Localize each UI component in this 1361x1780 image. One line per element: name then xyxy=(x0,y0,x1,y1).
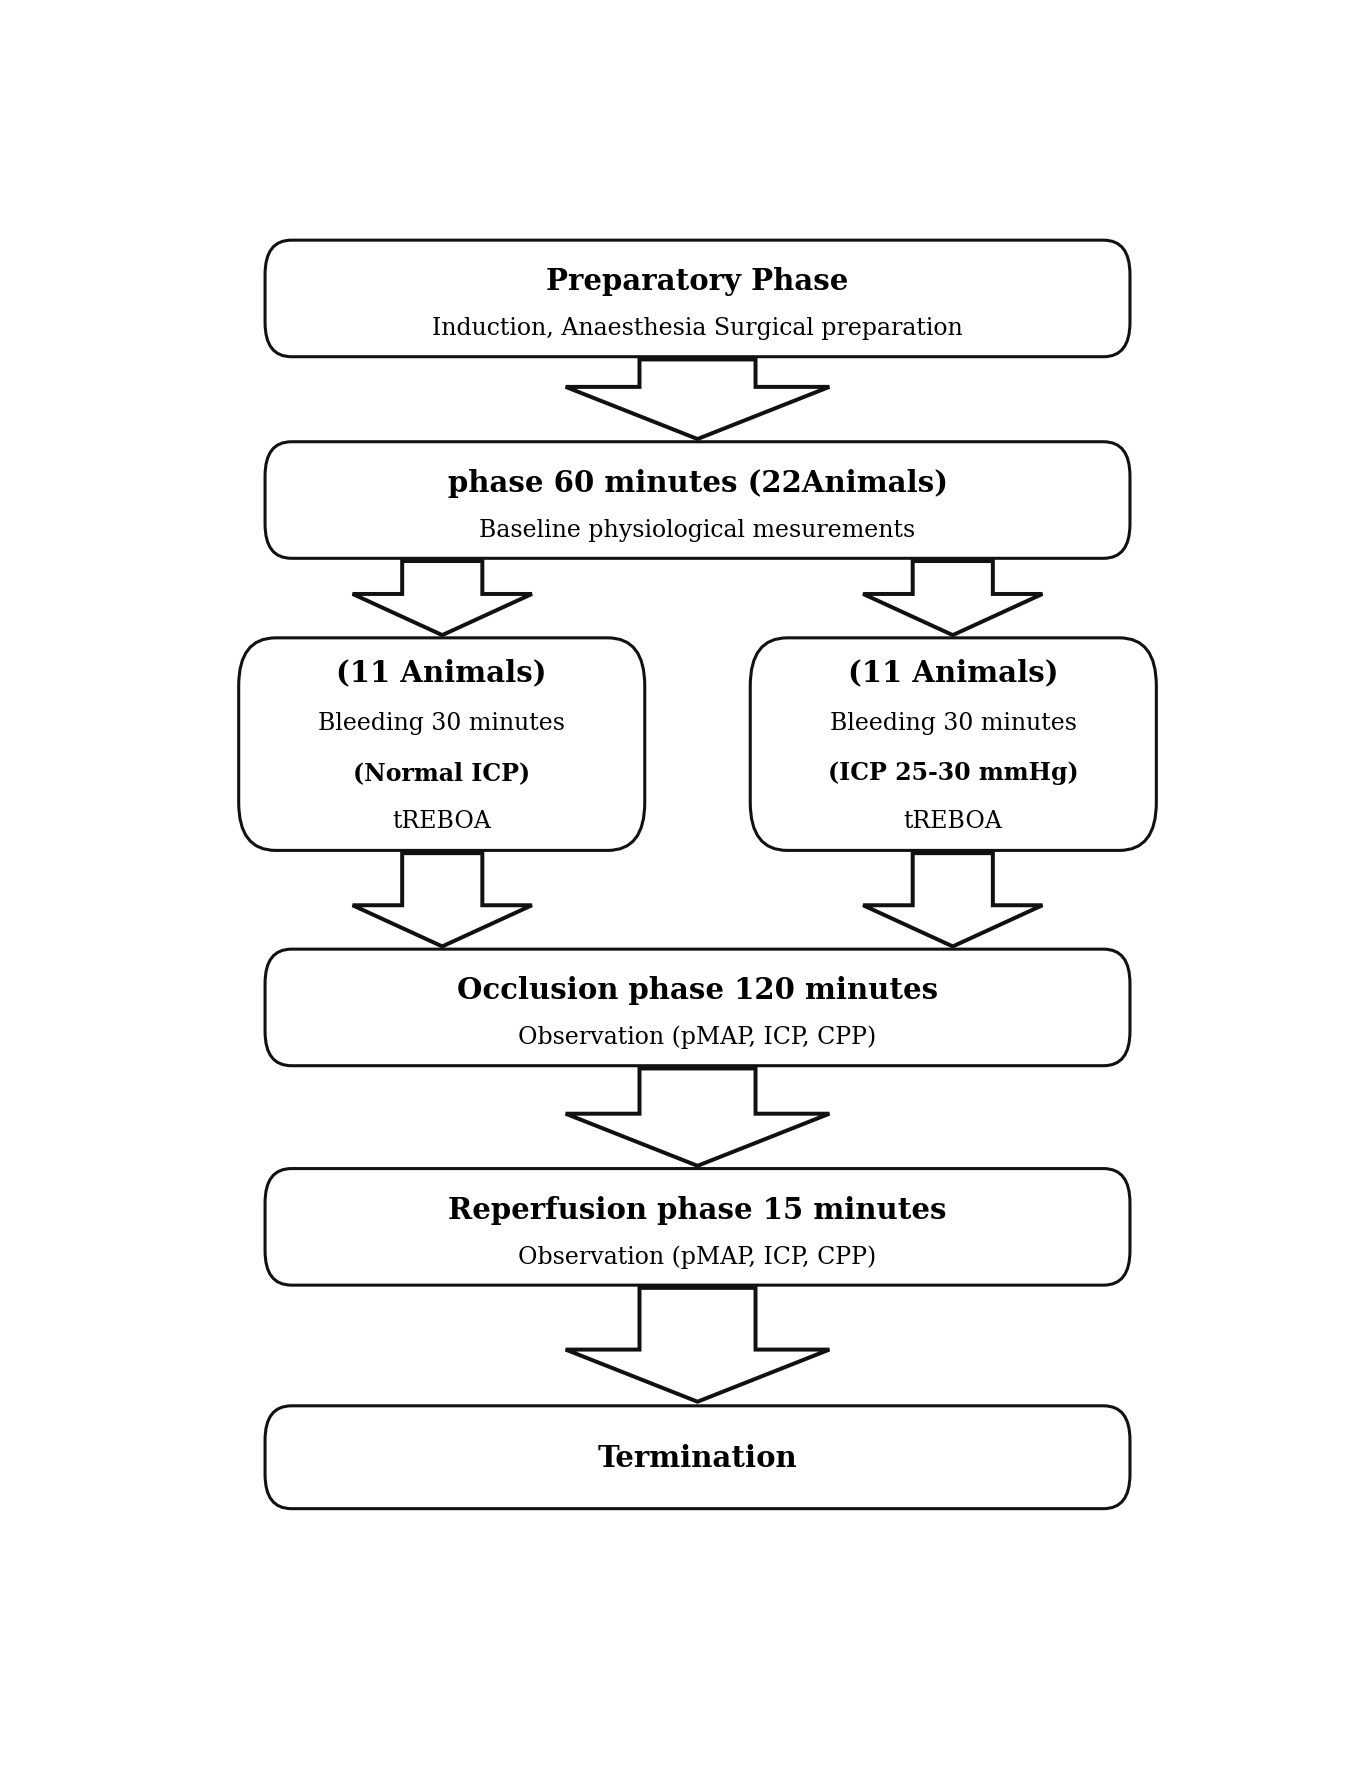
Text: Preparatory Phase: Preparatory Phase xyxy=(546,267,849,295)
Text: (ICP 25-30 mmHg): (ICP 25-30 mmHg) xyxy=(827,760,1079,785)
Text: Induction, Anaesthesia Surgical preparation: Induction, Anaesthesia Surgical preparat… xyxy=(433,317,962,340)
Text: (Normal ICP): (Normal ICP) xyxy=(352,760,531,785)
Polygon shape xyxy=(352,562,532,635)
FancyBboxPatch shape xyxy=(265,240,1130,358)
Text: tREBOA: tREBOA xyxy=(392,810,491,833)
Polygon shape xyxy=(352,854,532,947)
Text: Reperfusion phase 15 minutes: Reperfusion phase 15 minutes xyxy=(448,1194,947,1225)
Text: tREBOA: tREBOA xyxy=(904,810,1003,833)
Polygon shape xyxy=(863,854,1043,947)
Polygon shape xyxy=(566,1289,829,1403)
FancyBboxPatch shape xyxy=(238,639,645,851)
Text: Observation (pMAP, ICP, CPP): Observation (pMAP, ICP, CPP) xyxy=(519,1025,876,1048)
Text: (11 Animals): (11 Animals) xyxy=(336,659,547,687)
FancyBboxPatch shape xyxy=(750,639,1157,851)
Text: phase 60 minutes (22Animals): phase 60 minutes (22Animals) xyxy=(448,468,947,498)
FancyBboxPatch shape xyxy=(265,949,1130,1066)
Polygon shape xyxy=(566,360,829,440)
Text: Occlusion phase 120 minutes: Occlusion phase 120 minutes xyxy=(457,975,938,1006)
FancyBboxPatch shape xyxy=(265,1406,1130,1509)
Text: Termination: Termination xyxy=(597,1444,798,1472)
Text: Bleeding 30 minutes: Bleeding 30 minutes xyxy=(318,712,565,735)
FancyBboxPatch shape xyxy=(265,1169,1130,1285)
Text: Baseline physiological mesurements: Baseline physiological mesurements xyxy=(479,518,916,541)
FancyBboxPatch shape xyxy=(265,443,1130,559)
Text: (11 Animals): (11 Animals) xyxy=(848,659,1059,687)
Polygon shape xyxy=(863,562,1043,635)
Text: Bleeding 30 minutes: Bleeding 30 minutes xyxy=(830,712,1077,735)
Polygon shape xyxy=(566,1068,829,1166)
Text: Observation (pMAP, ICP, CPP): Observation (pMAP, ICP, CPP) xyxy=(519,1244,876,1267)
